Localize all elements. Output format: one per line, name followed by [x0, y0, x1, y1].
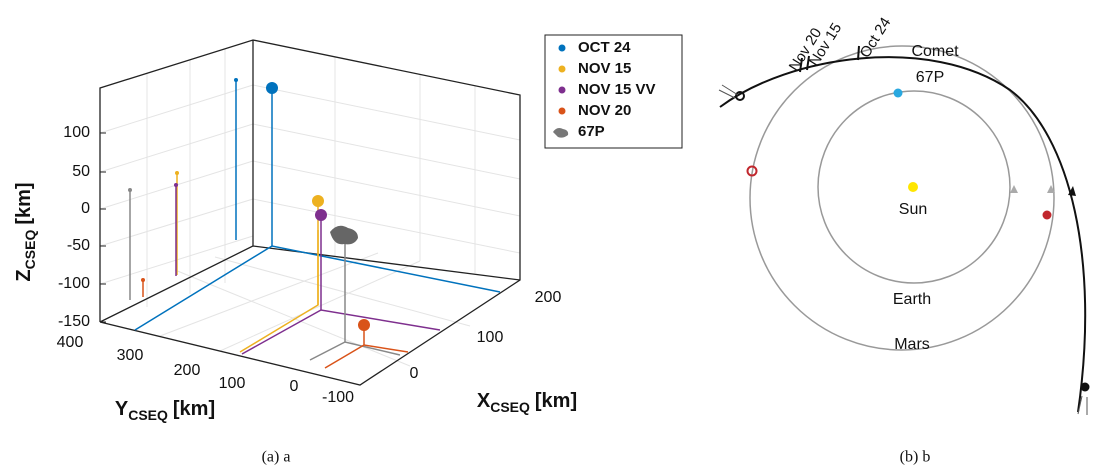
legend-label: NOV 20: [578, 102, 631, 119]
earth-orbit: [817, 90, 1011, 284]
legend-label: OCT 24: [578, 39, 631, 56]
mars-orbit: [749, 45, 1055, 351]
orbit-label: 67P: [916, 69, 944, 86]
legend-label: 67P: [578, 123, 605, 140]
axis-letter: Y: [115, 398, 129, 420]
axis-unit: [km]: [173, 398, 215, 420]
x-tick-label: 200: [535, 289, 562, 306]
y-tick-label: 400: [57, 334, 84, 351]
z-tick-label: 0: [81, 200, 90, 217]
legend-label: NOV 15: [578, 60, 631, 77]
legend-marker: [558, 86, 566, 94]
z-tick-label: 50: [72, 163, 90, 180]
axis-subscript: CSEQ: [128, 407, 168, 423]
axis-unit: [km]: [13, 182, 35, 224]
axis-subscript: CSEQ: [490, 399, 530, 415]
z-tick-label: -100: [58, 275, 90, 292]
comet-trajectory: [719, 56, 1087, 413]
axis-label: YCSEQ [km]: [115, 398, 215, 422]
axis-letter: Z: [13, 269, 35, 281]
axis-label: XCSEQ [km]: [477, 390, 577, 414]
date-label: Oct 24: [857, 14, 895, 60]
legend-marker: [558, 107, 566, 115]
z-tick-label: 100: [63, 124, 90, 141]
orbit-label: Mars: [894, 336, 930, 353]
panel-b: [718, 45, 1090, 415]
panel-a: [99, 34, 683, 386]
legend: [544, 34, 683, 149]
orbit-label: Sun: [899, 201, 927, 218]
legend-marker: [558, 44, 566, 52]
y-tick-label: 300: [117, 347, 144, 364]
orbit-label: Comet: [911, 43, 959, 60]
axis-subscript: CSEQ: [22, 230, 38, 270]
orbit-label: Earth: [893, 291, 931, 308]
caption: (a) a: [262, 449, 291, 466]
x-tick-label: 0: [410, 365, 419, 382]
y-tick-label: 100: [219, 375, 246, 392]
z-tick-label: -150: [58, 313, 90, 330]
y-tick-label: 200: [174, 362, 201, 379]
axis-label: ZCSEQ [km]: [13, 182, 37, 281]
legend-label: NOV 15 VV: [578, 81, 656, 98]
markers: [128, 78, 501, 369]
axes-box: [99, 39, 521, 386]
legend-marker: [553, 128, 569, 138]
caption: (b) b: [900, 449, 931, 466]
axis-unit: [km]: [535, 390, 577, 412]
y-tick-label: 0: [290, 378, 299, 395]
axis-letter: X: [477, 390, 491, 412]
legend-marker: [558, 65, 566, 73]
grid: [99, 49, 521, 367]
y-tick-label: -100: [322, 389, 354, 406]
z-tick-label: -50: [67, 237, 90, 254]
x-tick-label: 100: [477, 329, 504, 346]
